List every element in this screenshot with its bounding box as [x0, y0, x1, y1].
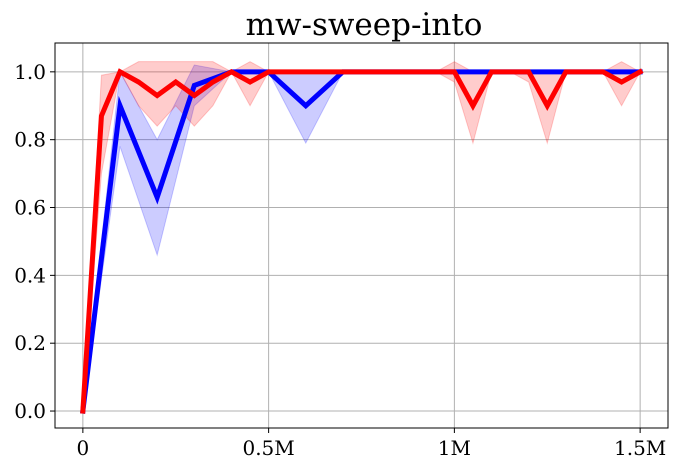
- y-tick-label: 0.6: [14, 196, 46, 220]
- y-tick-label: 0.4: [14, 263, 46, 287]
- plot-frame: [54, 42, 669, 429]
- x-tick-label: 0: [76, 436, 89, 460]
- y-axis: 0.0 0.2 0.4 0.6 0.8 1.0: [14, 60, 55, 423]
- x-tick-label: 1.5M: [614, 436, 666, 460]
- x-tick-label: 0.5M: [242, 436, 294, 460]
- y-tick-label: 0.8: [14, 128, 46, 152]
- series-2-line: [80, 68, 644, 414]
- series-1-confidence-band: [82, 64, 641, 412]
- series-lines: [80, 68, 644, 414]
- series-2-confidence-band: [82, 61, 641, 412]
- confidence-bands: [82, 61, 641, 412]
- y-tick-label: 0.0: [14, 399, 46, 423]
- y-tick-label: 0.2: [14, 331, 46, 355]
- x-tick-label: 1M: [438, 436, 471, 460]
- chart-title: mw-sweep-into: [246, 7, 483, 43]
- y-tick-label: 1.0: [14, 60, 46, 84]
- x-axis: 0 0.5M 1M 1.5M: [76, 428, 666, 460]
